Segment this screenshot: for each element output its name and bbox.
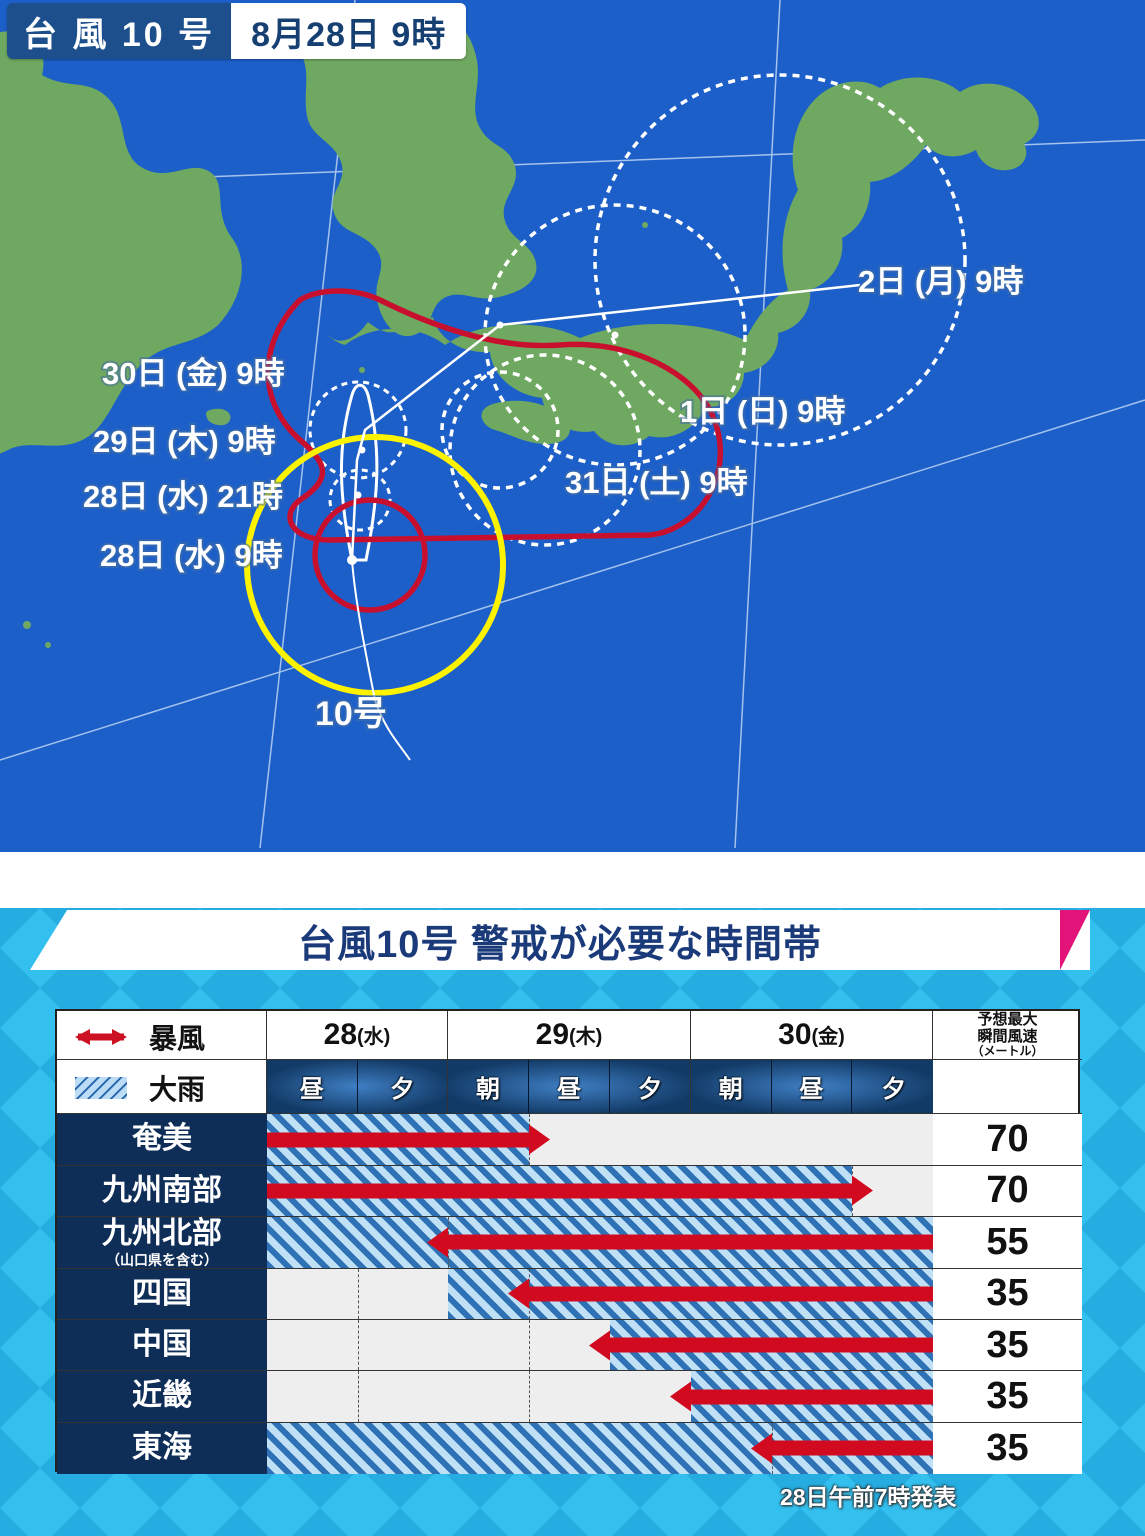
svg-text:2日 (月) 9時: 2日 (月) 9時 xyxy=(858,264,1023,299)
svg-text:30日 (金) 9時: 30日 (金) 9時 xyxy=(102,356,285,391)
svg-text:28日 (水) 21時: 28日 (水) 21時 xyxy=(83,479,283,514)
svg-text:10号: 10号 xyxy=(315,695,387,733)
svg-text:28日 (水) 9時: 28日 (水) 9時 xyxy=(100,538,283,573)
svg-text:1日 (日) 9時: 1日 (日) 9時 xyxy=(680,394,845,429)
svg-text:31日 (土) 9時: 31日 (土) 9時 xyxy=(565,465,748,500)
svg-text:29日 (木) 9時: 29日 (木) 9時 xyxy=(93,424,276,459)
